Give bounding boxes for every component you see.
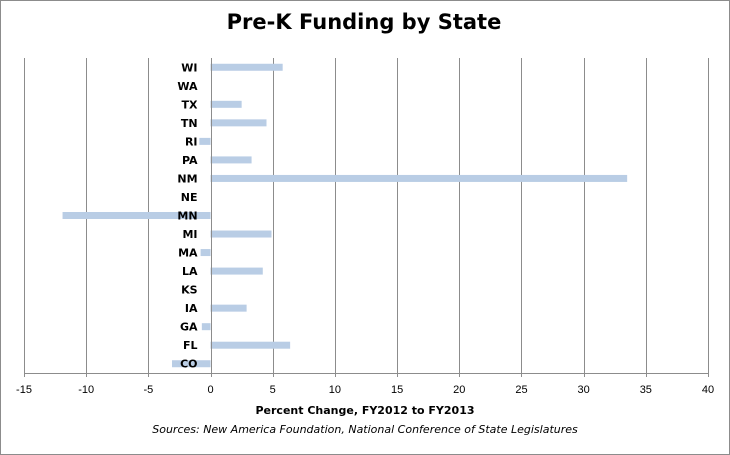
bar-fl bbox=[210, 341, 291, 349]
bar-pa bbox=[210, 156, 252, 164]
x-tick-label: 10 bbox=[329, 384, 341, 396]
bar-ma bbox=[200, 249, 211, 257]
category-label-ia: IA bbox=[185, 302, 198, 315]
x-tick-label: 20 bbox=[453, 384, 465, 396]
bar-tn bbox=[210, 119, 267, 127]
category-label-pa: PA bbox=[182, 154, 198, 167]
bars bbox=[62, 63, 628, 368]
axes bbox=[24, 58, 708, 374]
category-label-wi: WI bbox=[181, 61, 197, 74]
x-tick-label: -10 bbox=[78, 384, 94, 396]
category-label-mn: MN bbox=[177, 210, 197, 223]
bar-tx bbox=[210, 100, 242, 108]
category-label-co: CO bbox=[180, 358, 197, 371]
category-label-wa: WA bbox=[177, 80, 198, 93]
category-label-ma: MA bbox=[178, 247, 198, 260]
category-label-fl: FL bbox=[183, 339, 198, 352]
category-label-nm: NM bbox=[177, 172, 197, 185]
x-tick-label: 0 bbox=[207, 384, 213, 396]
bar-ga bbox=[201, 323, 211, 331]
x-tick-label: -5 bbox=[143, 384, 153, 396]
bar-la bbox=[210, 267, 263, 275]
category-label-ga: GA bbox=[180, 321, 198, 334]
category-label-ks: KS bbox=[181, 284, 198, 297]
bar-co bbox=[171, 360, 211, 368]
bar-ri bbox=[199, 137, 211, 145]
category-labels: WI WA TX TN RI PA NM NE MN MI MA LA KS IA GA FL CO bbox=[177, 61, 198, 370]
category-label-mi: MI bbox=[182, 228, 197, 241]
bar-nm bbox=[210, 174, 628, 182]
category-label-tn: TN bbox=[181, 117, 198, 130]
x-tick-label: -15 bbox=[16, 384, 32, 396]
bar-wi bbox=[210, 63, 283, 71]
x-tick-label: 35 bbox=[640, 384, 652, 396]
category-label-la: LA bbox=[182, 265, 198, 278]
x-tick-label: 40 bbox=[702, 384, 714, 396]
bar-mi bbox=[210, 230, 272, 238]
x-tick-label: 25 bbox=[515, 384, 527, 396]
x-axis-label: Percent Change, FY2012 to FY2013 bbox=[255, 404, 475, 417]
source-note: Sources: New America Foundation, Nationa… bbox=[152, 423, 578, 436]
category-label-ri: RI bbox=[185, 135, 198, 148]
x-tick-label: 15 bbox=[391, 384, 403, 396]
bar-mn bbox=[62, 212, 211, 219]
category-label-ne: NE bbox=[181, 191, 198, 204]
x-tick-label: 30 bbox=[578, 384, 590, 396]
tick-labels: -15 -10 -5 0 5 10 15 20 25 30 35 40 bbox=[16, 384, 714, 396]
category-label-tx: TX bbox=[182, 98, 199, 111]
bar-ia bbox=[210, 304, 247, 312]
x-tick-label: 5 bbox=[270, 384, 276, 396]
chart-title: Pre-K Funding by State bbox=[226, 10, 502, 34]
